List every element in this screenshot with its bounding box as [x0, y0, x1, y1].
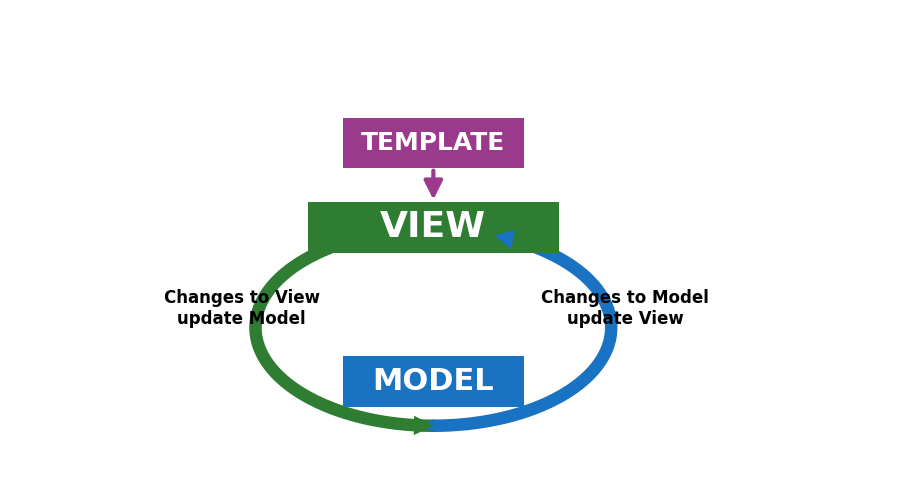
- Text: Changes to Model
update View: Changes to Model update View: [541, 289, 709, 328]
- FancyBboxPatch shape: [308, 202, 559, 252]
- Text: VIEW: VIEW: [381, 210, 486, 244]
- FancyBboxPatch shape: [343, 356, 524, 406]
- Text: MODEL: MODEL: [373, 367, 494, 396]
- FancyBboxPatch shape: [343, 118, 524, 168]
- Text: TEMPLATE: TEMPLATE: [361, 131, 506, 155]
- Text: Changes to View
update Model: Changes to View update Model: [164, 289, 320, 328]
